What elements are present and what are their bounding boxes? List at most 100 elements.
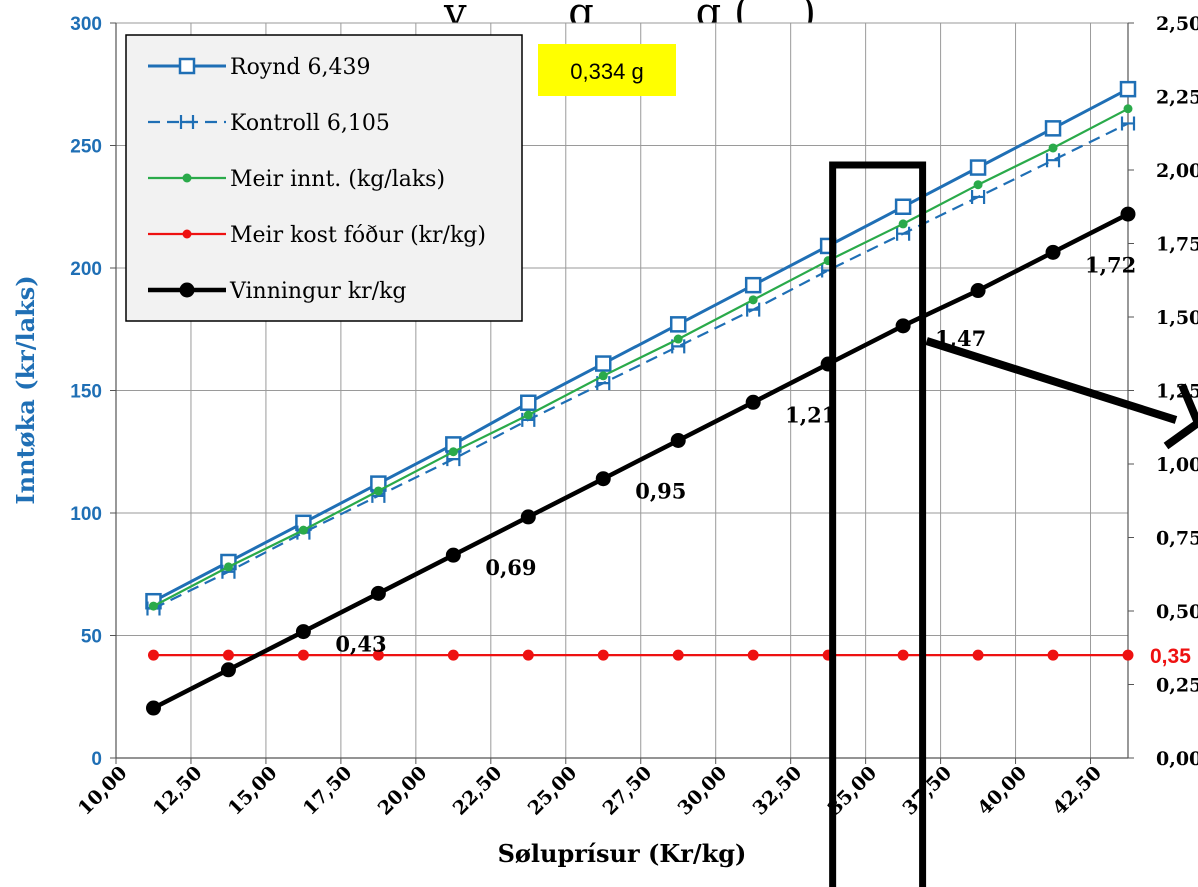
series-point xyxy=(669,316,687,333)
series-point xyxy=(970,283,986,299)
series-point xyxy=(295,624,311,640)
y-right-tick-label: 1,75 xyxy=(1156,234,1198,256)
y-right-tick-label: 1,50 xyxy=(1156,307,1198,329)
data-label: 0,43 xyxy=(335,632,386,657)
series-point xyxy=(1045,153,1061,168)
series-point xyxy=(220,662,236,678)
series-point xyxy=(598,371,608,381)
series-point xyxy=(521,412,536,427)
series-point xyxy=(221,564,236,579)
y-left-tick-label: 0 xyxy=(91,749,102,770)
y-axis-left-title: Inntøka (kr/laks) xyxy=(11,275,40,504)
legend-item-meir-innt-kg-laks: Meir innt. (kg/laks) xyxy=(148,167,445,192)
data-label: 0,95 xyxy=(635,479,686,504)
series-point xyxy=(1122,649,1134,661)
series-point xyxy=(1044,120,1062,137)
y-left-tick-label: 200 xyxy=(70,259,102,280)
series-point xyxy=(523,410,533,420)
series-layer xyxy=(145,80,1137,716)
series-point xyxy=(373,486,383,496)
y-left-tick-label: 50 xyxy=(81,627,102,648)
y-left-tick-label: 300 xyxy=(70,14,102,35)
legend-item-roynd-6-439: Roynd 6,439 xyxy=(148,55,370,80)
series-point xyxy=(1120,116,1136,131)
legend-swatch-marker xyxy=(179,282,195,298)
series-point xyxy=(1119,80,1137,98)
series-point xyxy=(747,649,759,661)
x-axis-title: Søluprísur (Kr/kg) xyxy=(498,839,747,868)
x-tick-label: 17,50 xyxy=(299,762,357,820)
series-point xyxy=(670,432,686,448)
series-point xyxy=(297,649,309,661)
series-point xyxy=(1120,206,1136,222)
highlight-arrow-shaft xyxy=(925,337,1178,424)
series-point xyxy=(973,180,983,190)
series-line xyxy=(152,87,1129,603)
annotation-box: 0,334 g xyxy=(538,44,676,96)
series-point xyxy=(222,649,234,661)
series-point xyxy=(1048,143,1058,153)
legend-swatch-marker xyxy=(178,57,196,75)
series-point xyxy=(1123,104,1133,114)
y-right-tick-label: 0,25 xyxy=(1156,675,1198,697)
series-point xyxy=(897,649,909,661)
series-meir-kost-f-ur-kr-kg xyxy=(147,649,1134,661)
series-point xyxy=(1045,244,1061,260)
legend-label: Vinningur kr/kg xyxy=(229,279,407,304)
series-point xyxy=(1047,649,1059,661)
series-point xyxy=(223,562,233,572)
legend-label: Meir innt. (kg/laks) xyxy=(230,167,445,192)
series-point xyxy=(147,649,159,661)
legend-swatch-marker xyxy=(182,229,192,239)
x-tick-label: 25,00 xyxy=(524,762,582,820)
x-tick-label: 32,50 xyxy=(749,762,807,820)
legend-label: Roynd 6,439 xyxy=(230,55,370,80)
y-right-tick-label: 0,50 xyxy=(1156,601,1198,623)
series-line xyxy=(152,212,1130,711)
series-point xyxy=(898,219,908,229)
y-right-tick-label: 2,00 xyxy=(1156,160,1198,182)
series-point xyxy=(597,649,609,661)
y-right-tick-label: 2,50 xyxy=(1156,13,1198,35)
y-right-tick-label: 0,75 xyxy=(1156,528,1198,550)
x-tick-label: 22,50 xyxy=(449,762,507,820)
highlight-arrow-head xyxy=(1163,383,1198,450)
x-tick-label: 12,50 xyxy=(149,762,207,820)
legend-label: Kontroll 6,105 xyxy=(230,111,390,136)
series-line xyxy=(152,107,1129,608)
x-tick-label: 20,00 xyxy=(374,762,432,820)
data-label: 0,69 xyxy=(485,555,536,580)
series-point xyxy=(969,159,987,176)
series-point xyxy=(371,488,386,503)
annotation-box-text: 0,334 g xyxy=(570,59,643,84)
series-point xyxy=(745,394,761,410)
series-point xyxy=(520,509,536,525)
highlight-rectangle xyxy=(829,161,927,887)
y-right-tick-label: 2,25 xyxy=(1156,87,1198,109)
y-left-tick-label: 250 xyxy=(70,137,102,158)
series-point xyxy=(748,295,758,305)
series-point xyxy=(445,547,461,563)
y-right-tick-label: 1,00 xyxy=(1156,454,1198,476)
x-tick-label: 40,00 xyxy=(973,762,1031,820)
x-tick-label: 42,50 xyxy=(1048,762,1106,820)
data-label: 1,21 xyxy=(785,402,836,427)
series-point xyxy=(894,198,912,215)
series-point xyxy=(447,649,459,661)
x-tick-label: 27,50 xyxy=(599,762,657,820)
legend-label: Meir kost fóður (kr/kg) xyxy=(230,223,486,248)
series-point xyxy=(370,585,386,601)
y-left-tick-label: 100 xyxy=(70,504,102,525)
legend-item-kontroll-6-105: Kontroll 6,105 xyxy=(148,111,390,136)
x-tick-label: 10,00 xyxy=(74,762,132,820)
series-point xyxy=(595,471,611,487)
series-point xyxy=(595,355,612,372)
series-point xyxy=(672,649,684,661)
y-right-tick-label: 0,00 xyxy=(1156,748,1198,770)
series-point xyxy=(145,700,161,716)
legend: Roynd 6,439 Kontroll 6,105 Meir innt. (kg/… xyxy=(125,34,523,322)
annotation-box-bg xyxy=(538,44,676,96)
highlight-overlay xyxy=(829,161,1198,887)
series-meir-innt-kg-laks xyxy=(148,104,1133,611)
